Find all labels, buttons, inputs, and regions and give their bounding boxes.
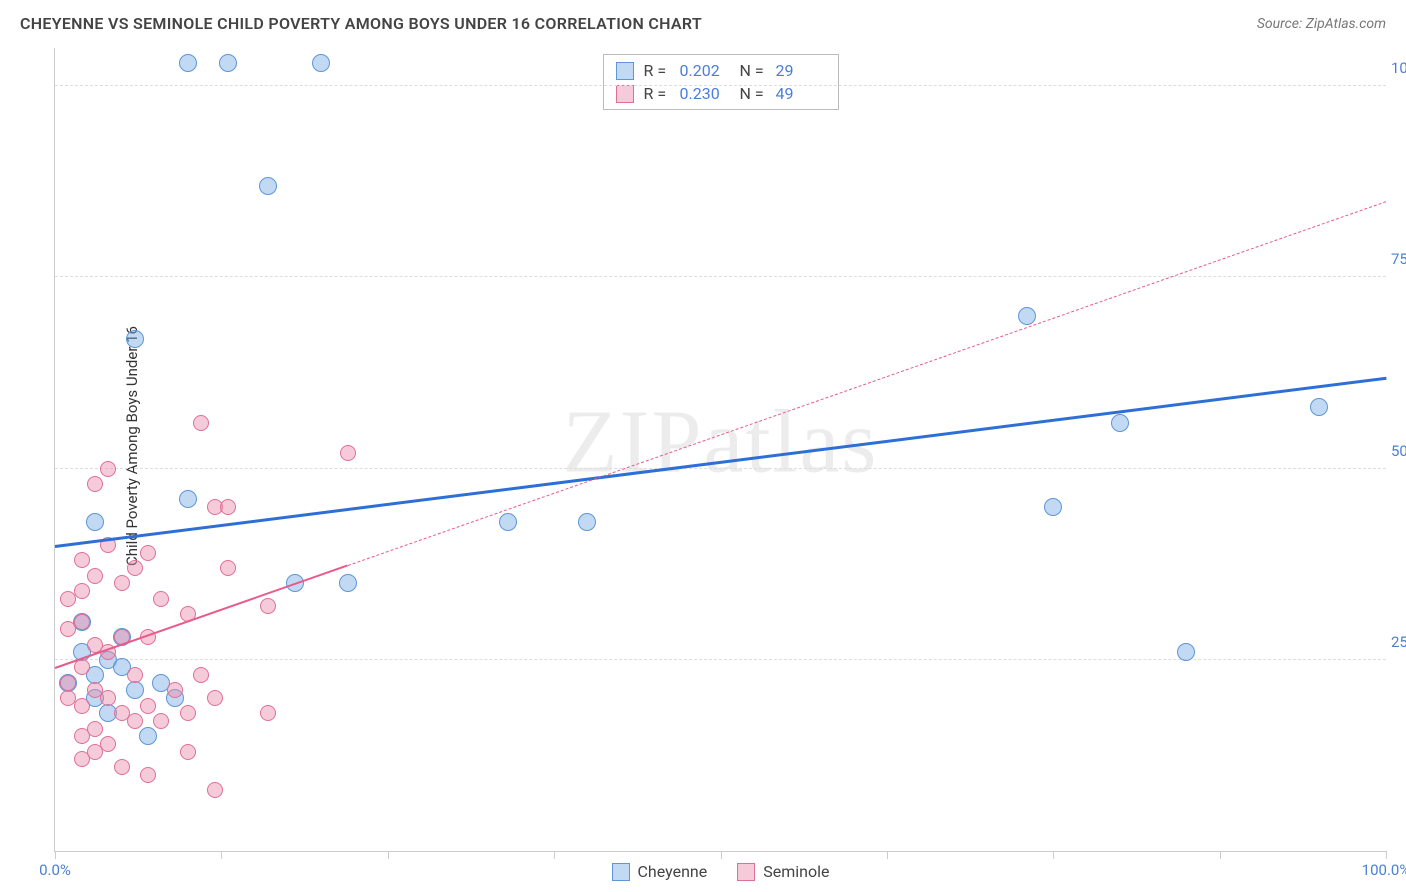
- data-point: [207, 690, 223, 706]
- data-point: [219, 54, 237, 72]
- x-tick: [1220, 851, 1221, 859]
- data-point: [60, 591, 76, 607]
- x-tick-label: 0.0%: [39, 861, 71, 879]
- legend-swatch: [616, 85, 634, 103]
- data-point: [74, 728, 90, 744]
- chart-title: CHEYENNE VS SEMINOLE CHILD POVERTY AMONG…: [20, 14, 702, 33]
- data-point: [100, 461, 116, 477]
- legend-r-value: 0.230: [680, 84, 730, 103]
- legend-n-label: N =: [740, 61, 766, 80]
- data-point: [127, 560, 143, 576]
- data-point: [260, 598, 276, 614]
- y-tick-label: 25.0%: [1391, 633, 1406, 651]
- data-point: [180, 705, 196, 721]
- data-point: [127, 713, 143, 729]
- data-point: [87, 744, 103, 760]
- data-point: [87, 568, 103, 584]
- data-point: [86, 513, 104, 531]
- data-point: [260, 705, 276, 721]
- data-point: [139, 727, 157, 745]
- chart-source: Source: ZipAtlas.com: [1257, 16, 1386, 32]
- data-point: [153, 591, 169, 607]
- legend-n-value: 49: [776, 84, 826, 103]
- data-point: [259, 177, 277, 195]
- data-point: [140, 767, 156, 783]
- x-tick: [887, 851, 888, 859]
- gridline-h: [55, 468, 1386, 469]
- plot-region: ZIPatlas R =0.202N =29R =0.230N =49 Chey…: [54, 48, 1386, 852]
- legend-swatch: [737, 863, 755, 881]
- chart-header: CHEYENNE VS SEMINOLE CHILD POVERTY AMONG…: [0, 0, 1406, 43]
- data-point: [153, 713, 169, 729]
- data-point: [74, 659, 90, 675]
- data-point: [179, 54, 197, 72]
- x-tick: [388, 851, 389, 859]
- x-tick: [221, 851, 222, 859]
- y-tick-label: 100.0%: [1391, 59, 1406, 77]
- y-tick-label: 50.0%: [1391, 442, 1406, 460]
- data-point: [114, 759, 130, 775]
- series-legend-label: Seminole: [763, 862, 829, 881]
- chart-area: ZIPatlas R =0.202N =29R =0.230N =49 Chey…: [54, 48, 1386, 852]
- x-tick: [1386, 851, 1387, 859]
- correlation-legend: R = 0.202 N = 29 R = 0.230 N = 49: [603, 54, 839, 110]
- legend-row: R = 0.202 N = 29: [616, 59, 826, 82]
- y-tick-label: 75.0%: [1391, 250, 1406, 268]
- trend-line: [348, 201, 1387, 566]
- data-point: [140, 698, 156, 714]
- data-point: [499, 513, 517, 531]
- data-point: [1111, 414, 1129, 432]
- legend-swatch: [612, 863, 630, 881]
- data-point: [340, 445, 356, 461]
- data-point: [220, 499, 236, 515]
- series-legend-label: Cheyenne: [638, 862, 708, 881]
- legend-r-value: 0.202: [680, 61, 730, 80]
- x-tick: [55, 851, 56, 859]
- legend-n-value: 29: [776, 61, 826, 80]
- series-legend-item: Seminole: [737, 862, 829, 881]
- gridline-h: [55, 85, 1386, 86]
- data-point: [1310, 398, 1328, 416]
- legend-n-label: N =: [740, 84, 766, 103]
- x-tick: [1053, 851, 1054, 859]
- data-point: [312, 54, 330, 72]
- trend-line: [55, 377, 1386, 548]
- legend-swatch: [616, 62, 634, 80]
- data-point: [1044, 498, 1062, 516]
- x-tick-label: 100.0%: [1362, 861, 1406, 879]
- data-point: [167, 682, 183, 698]
- data-point: [140, 545, 156, 561]
- data-point: [193, 667, 209, 683]
- legend-r-label: R =: [644, 61, 670, 80]
- data-point: [339, 574, 357, 592]
- data-point: [127, 667, 143, 683]
- data-point: [220, 560, 236, 576]
- data-point: [207, 782, 223, 798]
- data-point: [60, 621, 76, 637]
- data-point: [193, 415, 209, 431]
- data-point: [87, 476, 103, 492]
- data-point: [1018, 307, 1036, 325]
- data-point: [180, 744, 196, 760]
- data-point: [126, 681, 144, 699]
- data-point: [100, 690, 116, 706]
- gridline-h: [55, 276, 1386, 277]
- data-point: [578, 513, 596, 531]
- data-point: [1177, 643, 1195, 661]
- data-point: [60, 675, 76, 691]
- x-tick: [721, 851, 722, 859]
- data-point: [74, 552, 90, 568]
- series-legend-item: Cheyenne: [612, 862, 708, 881]
- legend-r-label: R =: [644, 84, 670, 103]
- data-point: [114, 575, 130, 591]
- x-tick: [554, 851, 555, 859]
- data-point: [60, 690, 76, 706]
- series-legend: Cheyenne Seminole: [612, 862, 830, 881]
- data-point: [126, 330, 144, 348]
- data-point: [179, 490, 197, 508]
